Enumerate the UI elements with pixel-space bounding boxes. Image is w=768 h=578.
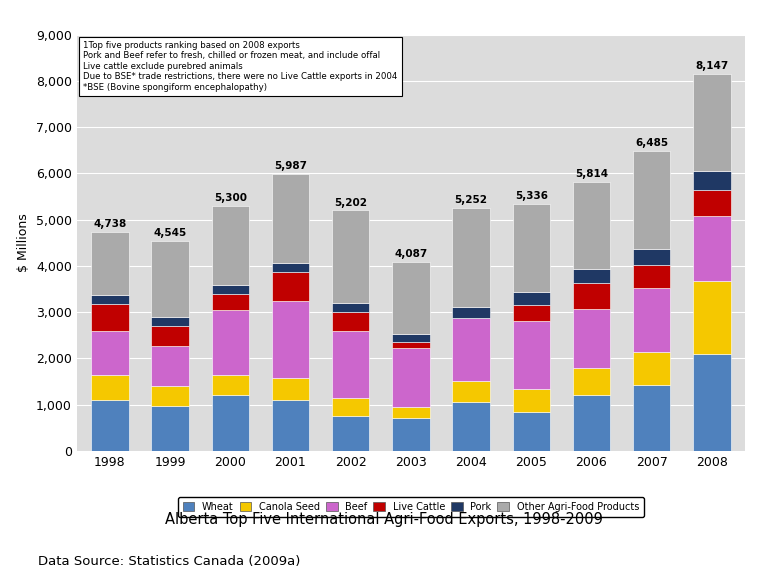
- Bar: [573, 269, 610, 283]
- Text: 5,202: 5,202: [334, 198, 367, 208]
- Bar: [633, 249, 670, 265]
- Text: Data Source: Statistics Canada (2009a): Data Source: Statistics Canada (2009a): [38, 555, 301, 568]
- Bar: [91, 232, 128, 295]
- Bar: [212, 310, 249, 375]
- Bar: [332, 416, 369, 451]
- Text: 6,485: 6,485: [635, 138, 668, 148]
- Bar: [392, 334, 429, 342]
- Bar: [332, 303, 369, 312]
- Bar: [694, 171, 730, 190]
- Text: Alberta Top Five International Agri-Food Exports, 1998-2009: Alberta Top Five International Agri-Food…: [165, 512, 603, 527]
- Bar: [573, 368, 610, 395]
- Bar: [452, 381, 490, 402]
- Bar: [512, 292, 550, 305]
- Bar: [91, 331, 128, 375]
- Bar: [452, 306, 490, 318]
- Bar: [91, 375, 128, 400]
- Y-axis label: $ Millions: $ Millions: [18, 213, 31, 272]
- Bar: [332, 398, 369, 416]
- Bar: [151, 325, 189, 346]
- Text: 4,087: 4,087: [394, 249, 428, 259]
- Bar: [694, 281, 730, 354]
- Bar: [452, 318, 490, 381]
- Legend: Wheat, Canola Seed, Beef, Live Cattle, Pork, Other Agri-Food Products: Wheat, Canola Seed, Beef, Live Cattle, P…: [177, 497, 644, 517]
- Bar: [272, 400, 310, 451]
- Bar: [332, 210, 369, 303]
- Text: 1Top five products ranking based on 2008 exports
Pork and Beef refer to fresh, c: 1Top five products ranking based on 2008…: [84, 41, 398, 91]
- Bar: [151, 346, 189, 386]
- Bar: [573, 395, 610, 451]
- Bar: [151, 386, 189, 406]
- Bar: [694, 354, 730, 451]
- Bar: [392, 262, 429, 334]
- Bar: [91, 304, 128, 331]
- Bar: [633, 385, 670, 451]
- Bar: [512, 413, 550, 451]
- Bar: [272, 174, 310, 262]
- Bar: [392, 348, 429, 407]
- Text: 5,300: 5,300: [214, 193, 247, 203]
- Bar: [392, 407, 429, 418]
- Bar: [573, 283, 610, 309]
- Bar: [212, 375, 249, 395]
- Bar: [694, 216, 730, 281]
- Bar: [212, 285, 249, 294]
- Text: 5,252: 5,252: [455, 195, 488, 205]
- Text: 5,814: 5,814: [575, 169, 608, 179]
- Bar: [392, 418, 429, 451]
- Bar: [332, 312, 369, 331]
- Text: 4,738: 4,738: [93, 219, 127, 229]
- Text: 5,987: 5,987: [274, 161, 307, 171]
- Bar: [694, 74, 730, 171]
- Bar: [452, 402, 490, 451]
- Bar: [694, 190, 730, 216]
- Bar: [272, 262, 310, 272]
- Bar: [633, 151, 670, 249]
- Bar: [633, 288, 670, 353]
- Bar: [332, 331, 369, 398]
- Bar: [91, 295, 128, 304]
- Text: 4,545: 4,545: [154, 228, 187, 238]
- Bar: [512, 305, 550, 321]
- Bar: [151, 406, 189, 451]
- Bar: [633, 353, 670, 385]
- Bar: [452, 208, 490, 306]
- Bar: [512, 390, 550, 413]
- Bar: [151, 240, 189, 317]
- Bar: [151, 317, 189, 325]
- Bar: [392, 342, 429, 348]
- Text: 8,147: 8,147: [695, 61, 729, 71]
- Bar: [633, 265, 670, 288]
- Text: 5,336: 5,336: [515, 191, 548, 201]
- Bar: [573, 182, 610, 269]
- Bar: [573, 309, 610, 368]
- Bar: [272, 272, 310, 301]
- Bar: [91, 400, 128, 451]
- Bar: [272, 301, 310, 378]
- Bar: [512, 321, 550, 390]
- Bar: [212, 395, 249, 451]
- Bar: [212, 294, 249, 310]
- Bar: [272, 378, 310, 400]
- Bar: [512, 204, 550, 292]
- Bar: [212, 206, 249, 285]
